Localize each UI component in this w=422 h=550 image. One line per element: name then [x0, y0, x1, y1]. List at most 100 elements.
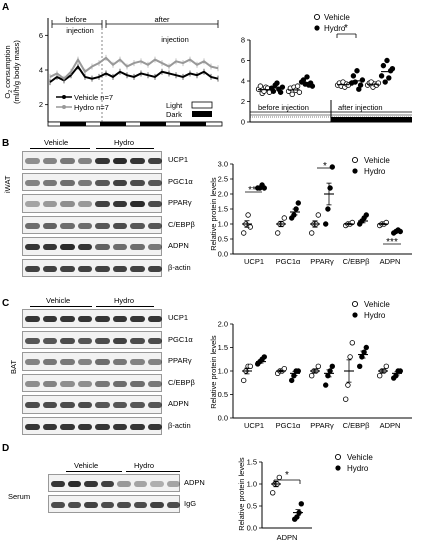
dark-label: Dark [166, 110, 182, 119]
blot-band [130, 158, 145, 165]
blot-band [166, 481, 180, 487]
panel-a-ylabel: O2 consumption [3, 45, 14, 98]
hydro-group-b: Hydro [114, 138, 135, 147]
blot-band [60, 244, 75, 251]
data-point [389, 65, 396, 72]
hydro-group-d: Hydro [134, 461, 155, 470]
blot-band [42, 316, 57, 323]
blot-band [95, 265, 110, 272]
ytick-label: 1.5 [218, 343, 228, 352]
star-a: * [344, 23, 348, 34]
blot-band [42, 359, 57, 366]
data-point [261, 354, 267, 360]
blot-band [60, 423, 75, 430]
ytick-label: 0.5 [218, 390, 228, 399]
ytick-label: 2 [241, 97, 245, 106]
data-point [315, 212, 321, 218]
blot-band [77, 316, 92, 323]
blot-band [166, 502, 180, 508]
ytick-label: 0 [241, 118, 245, 127]
serum-label: Serum [8, 492, 31, 501]
data-point [298, 501, 304, 507]
blot-strip [22, 215, 162, 234]
panel-a-ylabel-units: (ml/h/g body mass) [12, 40, 21, 104]
blot-band [130, 222, 145, 229]
blot-band [130, 359, 145, 366]
blot-band [150, 502, 164, 508]
blot-row-label: PPARγ [168, 198, 192, 208]
data-point [329, 363, 335, 369]
data-point [277, 89, 284, 95]
blot-band [112, 380, 127, 387]
data-point [281, 215, 287, 221]
ytick-label: 1.5 [247, 458, 257, 467]
legend-hydro-c: Hydro [364, 311, 386, 320]
data-point [289, 377, 295, 384]
blot-strip [22, 352, 162, 371]
blot-band [95, 222, 110, 229]
blot-band [112, 158, 127, 165]
blot-band [147, 337, 162, 344]
star-b-ucp1: *** [248, 185, 260, 196]
data-point [357, 82, 364, 88]
data-point [289, 91, 295, 98]
blot-band [60, 265, 75, 272]
blot-band [130, 316, 145, 323]
ytick-label: 6 [39, 31, 43, 40]
blot-band [77, 423, 92, 430]
data-point [380, 62, 387, 69]
blot-strip [22, 258, 162, 277]
blot-band [147, 359, 162, 366]
xcat-label: UCP1 [244, 257, 264, 266]
blot-band [147, 201, 162, 208]
blot-band [147, 402, 162, 409]
blot-band [77, 179, 92, 186]
blot-strip [22, 237, 162, 256]
panel-label-c: C [2, 298, 10, 309]
blot-band [112, 265, 127, 272]
after-injection-label-1: after [154, 15, 170, 24]
blot-band [25, 201, 40, 208]
blot-band [77, 244, 92, 251]
blot-strip [48, 474, 180, 492]
blot-strip [22, 395, 162, 414]
blot-band [95, 244, 110, 251]
xcat-label: PPARγ [310, 421, 334, 430]
data-point [383, 363, 389, 369]
ytick-label: 1.0 [218, 367, 228, 376]
blot-band [77, 380, 92, 387]
blot-band [25, 316, 40, 323]
data-point [309, 373, 315, 379]
blot-band [150, 481, 164, 487]
xcat-label: ADPN [277, 533, 298, 542]
data-point [323, 221, 329, 227]
legend-hydro-a: Hydro n=7 [74, 103, 109, 112]
data-point [270, 490, 276, 496]
blot-strip [22, 172, 162, 191]
data-point [357, 363, 363, 369]
blot-band [112, 423, 127, 430]
xcat-label: UCP1 [244, 421, 264, 430]
blot-strip [22, 151, 162, 170]
ytick-label: 2.5 [218, 175, 228, 184]
blot-band [60, 222, 75, 229]
panel-label-a: A [2, 2, 10, 13]
blot-band [147, 380, 162, 387]
blot-band [25, 337, 40, 344]
data-point [384, 57, 390, 64]
blot-band [25, 423, 40, 430]
blot-band [25, 222, 40, 229]
blot-band [42, 402, 57, 409]
blot-band [112, 222, 127, 229]
blot-band [25, 402, 40, 409]
blot-band [130, 337, 145, 344]
panel-label-b: B [2, 138, 10, 149]
panel-label-d: D [2, 443, 10, 454]
ytick-label: 6 [241, 56, 245, 65]
blot-band [42, 337, 57, 344]
before-injection-axis: before injection [258, 103, 309, 112]
blot-band [95, 423, 110, 430]
ytick-label: 0.0 [218, 414, 228, 423]
blot-band [147, 179, 162, 186]
data-point [382, 79, 388, 85]
